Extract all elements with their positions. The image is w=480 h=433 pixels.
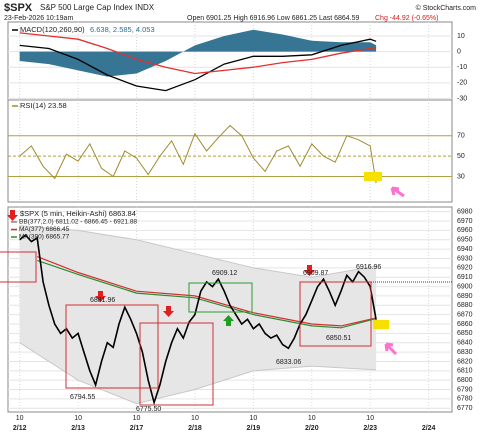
title: $SPX <box>4 2 33 14</box>
macd-line <box>19 32 377 75</box>
y-tick-label: 6850 <box>457 330 473 337</box>
bb-lower <box>19 342 377 405</box>
x-tick-label: 2/12 <box>13 425 27 432</box>
x-hour-label: 10 <box>191 415 199 422</box>
y-tick-label: 6800 <box>457 377 473 384</box>
quote: Open 6901.25 High 6916.96 Low 6861.25 La… <box>187 15 360 22</box>
rsi-line <box>19 124 377 184</box>
change: Chg -44.92 (-0.65%) <box>375 15 438 22</box>
plot-layer: 10 0 -10 -20 -30 MACD(120,260,90) 6.638, 2.585… <box>8 22 473 432</box>
legend-values: 6.638, 2.585, 4.053 <box>90 25 155 34</box>
y-tick-label: 0 <box>457 48 461 55</box>
y-tick-label: -20 <box>457 80 467 87</box>
y-tick-label: 6940 <box>457 246 473 253</box>
price-annotation: 6909.87 <box>303 270 328 277</box>
price-annotation: 6850.51 <box>326 335 351 342</box>
x-hour-label: 10 <box>133 415 141 422</box>
pointer-arrow <box>384 342 398 356</box>
y-tick-label: 6770 <box>457 405 473 412</box>
down-arrow <box>7 210 18 221</box>
rsi-frame <box>7 99 453 203</box>
x-tick-label: 2/17 <box>130 425 144 432</box>
date: 23-Feb-2026 10:19am <box>4 15 73 22</box>
price-annotation: 6881.96 <box>90 297 115 304</box>
y-tick-label: 6860 <box>457 321 473 328</box>
y-tick-label: 6890 <box>457 293 473 300</box>
credit: © StockCharts.com <box>416 4 477 12</box>
down-arrow <box>304 265 315 276</box>
price-annotation: 6833.06 <box>276 359 301 366</box>
legend: MACD(120,260,90) <box>20 25 85 34</box>
x-tick-label: 2/23 <box>363 425 377 432</box>
legend: MA(390) 6865.77 <box>19 234 70 241</box>
y-tick-label: 6810 <box>457 368 473 375</box>
x-tick-label: 2/13 <box>71 425 85 432</box>
box <box>139 322 214 406</box>
y-tick-label: 6950 <box>457 237 473 244</box>
x-tick-label: 2/20 <box>305 425 319 432</box>
y-tick-label: 6980 <box>457 209 473 216</box>
x-hour-label: 10 <box>74 415 82 422</box>
box <box>65 304 159 389</box>
bb-band <box>19 225 377 404</box>
y-tick-label: 70 <box>457 133 465 140</box>
y-tick-label: 50 <box>457 153 465 160</box>
price-line <box>19 234 377 406</box>
x-tick-label: 2/19 <box>247 425 261 432</box>
x-tick-label: 2/24 <box>422 425 436 432</box>
y-tick-label: 6960 <box>457 227 473 234</box>
legend: RSI(14) 23.58 <box>20 101 67 110</box>
y-tick-label: 6830 <box>457 349 473 356</box>
price-annotation: 6909.12 <box>212 270 237 277</box>
y-tick-label: 6840 <box>457 340 473 347</box>
y-tick-label: 30 <box>457 173 465 180</box>
down-arrow <box>95 291 106 302</box>
x-hour-label: 10 <box>366 415 374 422</box>
legend: BB(377,2.0) 6811.02 - 6866.45 - 6921.88 <box>19 219 137 226</box>
x-tick-label: 2/18 <box>188 425 202 432</box>
y-tick-label: 6930 <box>457 255 473 262</box>
y-tick-label: 10 <box>457 33 465 40</box>
ma-line <box>36 256 377 327</box>
price-annotation: 6916.96 <box>356 264 381 271</box>
y-tick-label: 6970 <box>457 218 473 225</box>
x-hour-label: 10 <box>249 415 257 422</box>
pointer-arrow <box>390 186 405 198</box>
x-hour-label: 10 <box>308 415 316 422</box>
legend: $SPX (5 min, Heikin-Ashi) 6863.84 <box>20 209 136 218</box>
marker <box>364 172 382 181</box>
y-tick-label: 6910 <box>457 274 473 281</box>
y-tick-label: 6920 <box>457 265 473 272</box>
histogram-area <box>19 29 377 77</box>
down-arrow <box>163 306 174 317</box>
box <box>299 281 372 347</box>
y-tick-label: 6790 <box>457 386 473 393</box>
y-tick-label: 6870 <box>457 311 473 318</box>
y-tick-label: 6900 <box>457 283 473 290</box>
price-annotation: 6794.55 <box>70 394 95 401</box>
y-tick-label: -30 <box>457 95 467 102</box>
price-annotation: 6775.50 <box>136 406 161 413</box>
y-tick-label: 6880 <box>457 302 473 309</box>
annotations: 6881.96 6909.12 6909.87 6916.96 6794.55 … <box>0 172 452 413</box>
x-hour-label: 10 <box>16 415 24 422</box>
y-tick-label: -10 <box>457 64 467 71</box>
y-tick-label: 6780 <box>457 396 473 403</box>
ma-line <box>37 259 377 329</box>
y-tick-label: 6820 <box>457 358 473 365</box>
box <box>0 251 37 283</box>
bb-upper <box>19 225 377 278</box>
marker <box>373 320 389 329</box>
legend: MA(377) 6866.45 <box>19 226 70 233</box>
subtitle: S&P 500 Large Cap Index INDX <box>40 3 155 12</box>
box <box>188 282 253 313</box>
price-frame <box>7 206 453 413</box>
up-arrow <box>223 315 234 326</box>
